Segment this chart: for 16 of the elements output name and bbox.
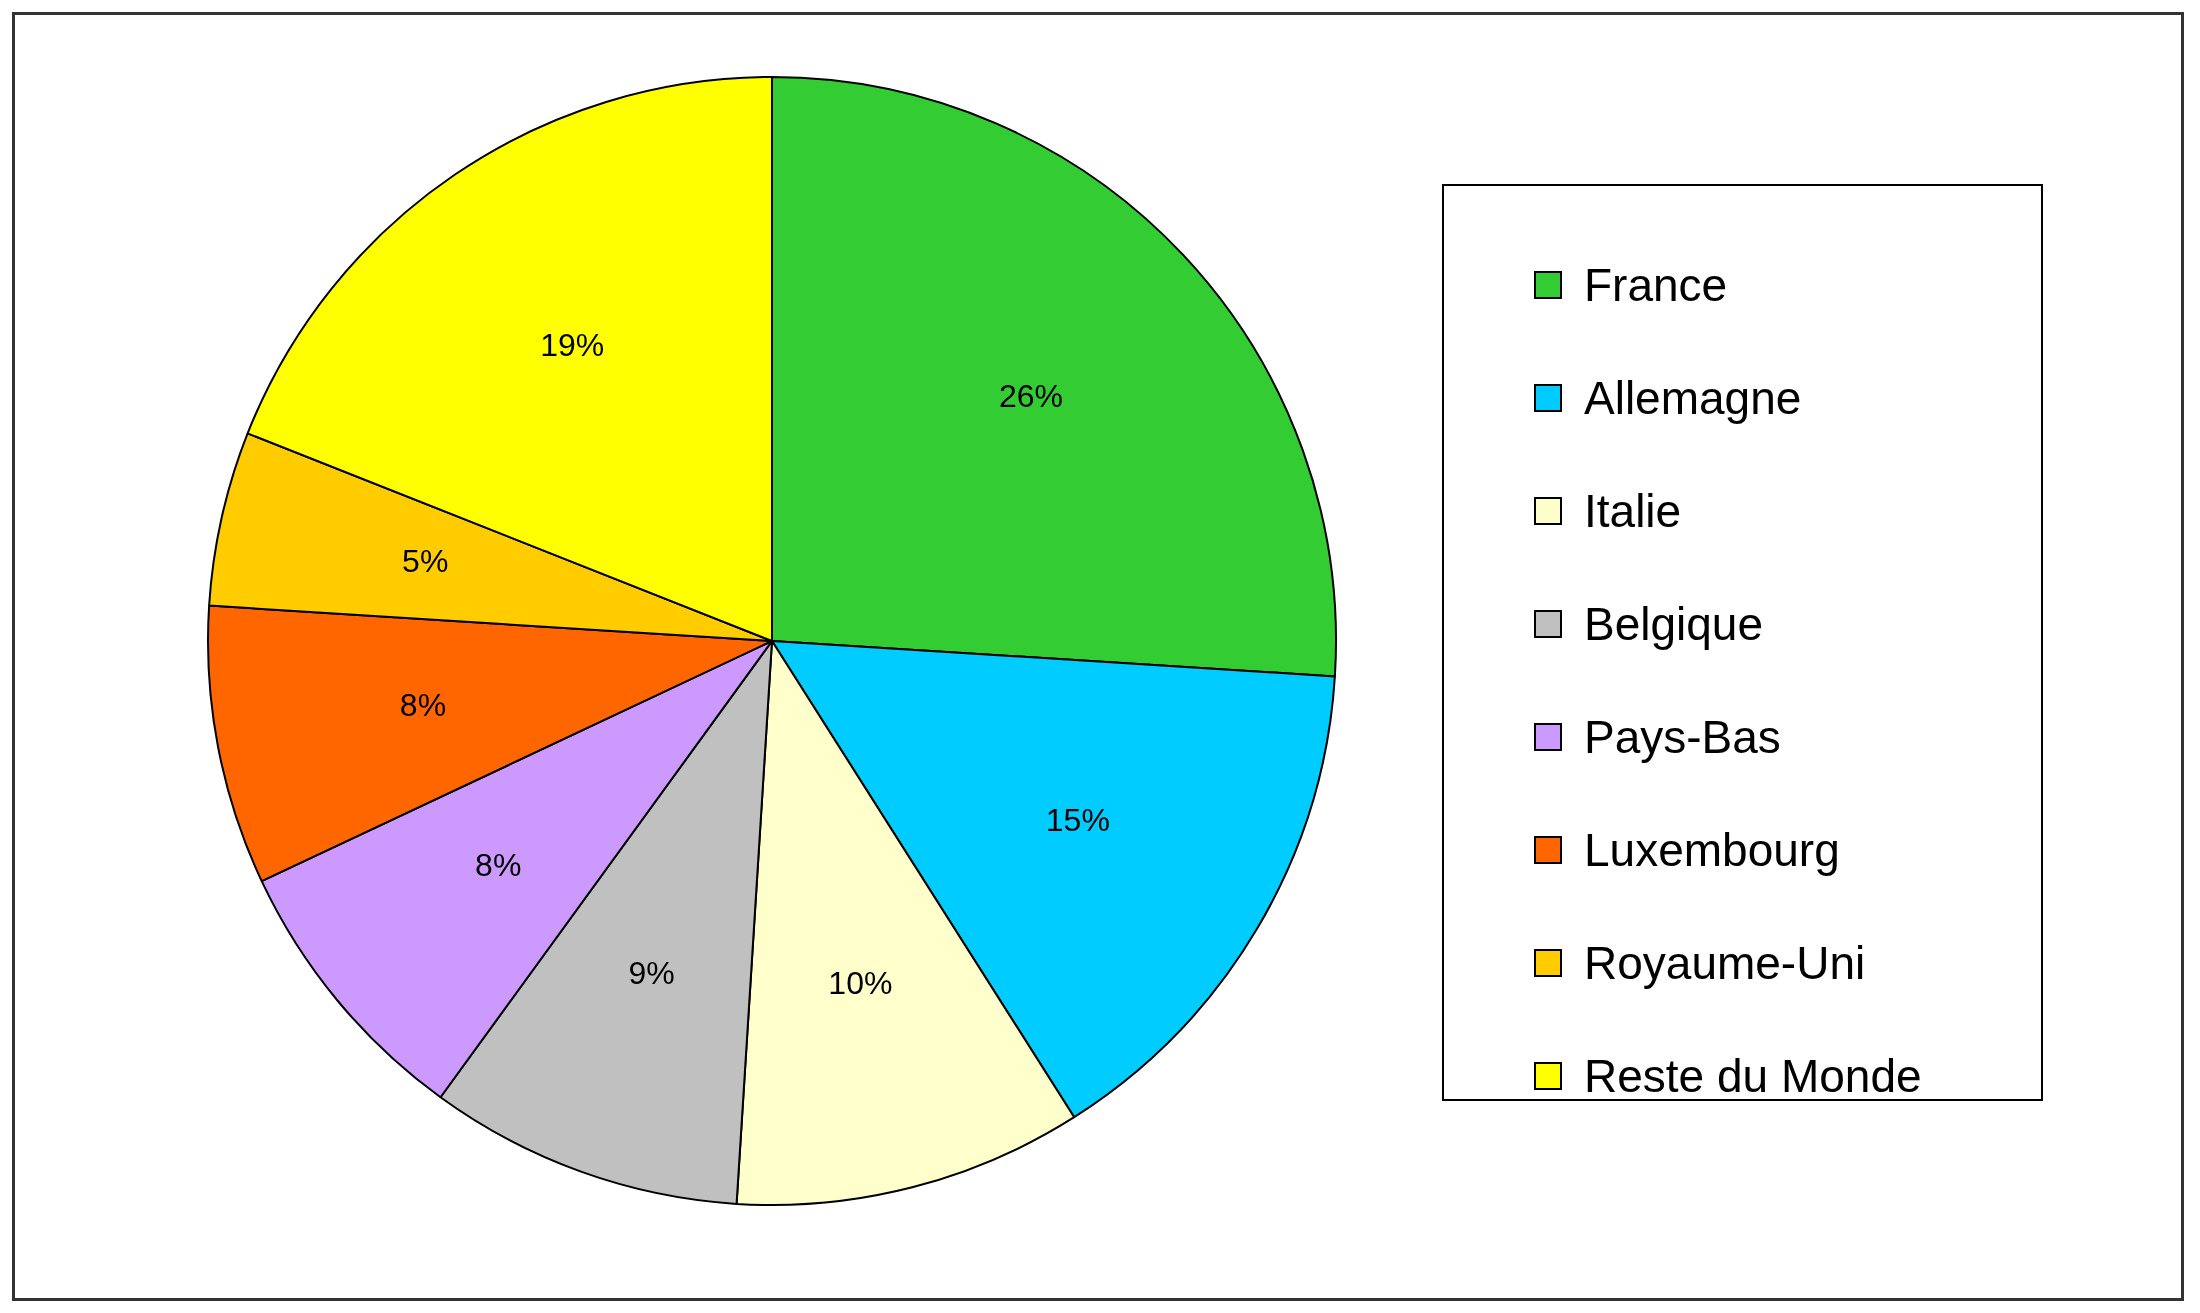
data-label: 9% xyxy=(628,955,675,992)
data-label: 19% xyxy=(540,326,605,363)
legend-label: Allemagne xyxy=(1584,370,1802,425)
data-label: 8% xyxy=(475,847,522,884)
legend-label: Belgique xyxy=(1584,596,1764,651)
data-label: 26% xyxy=(998,377,1064,414)
data-label: 15% xyxy=(1045,801,1110,838)
legend-label: Pays-Bas xyxy=(1584,709,1781,764)
data-label: 10% xyxy=(828,964,893,1001)
legend-label: Royaume-Uni xyxy=(1584,935,1866,990)
data-label: 5% xyxy=(402,543,449,580)
legend-label: France xyxy=(1584,257,1728,312)
data-label: 8% xyxy=(399,687,447,724)
legend-label: Italie xyxy=(1584,483,1682,538)
legend-label: Reste du Monde xyxy=(1584,1048,1922,1103)
legend-label: Luxembourg xyxy=(1584,822,1840,877)
